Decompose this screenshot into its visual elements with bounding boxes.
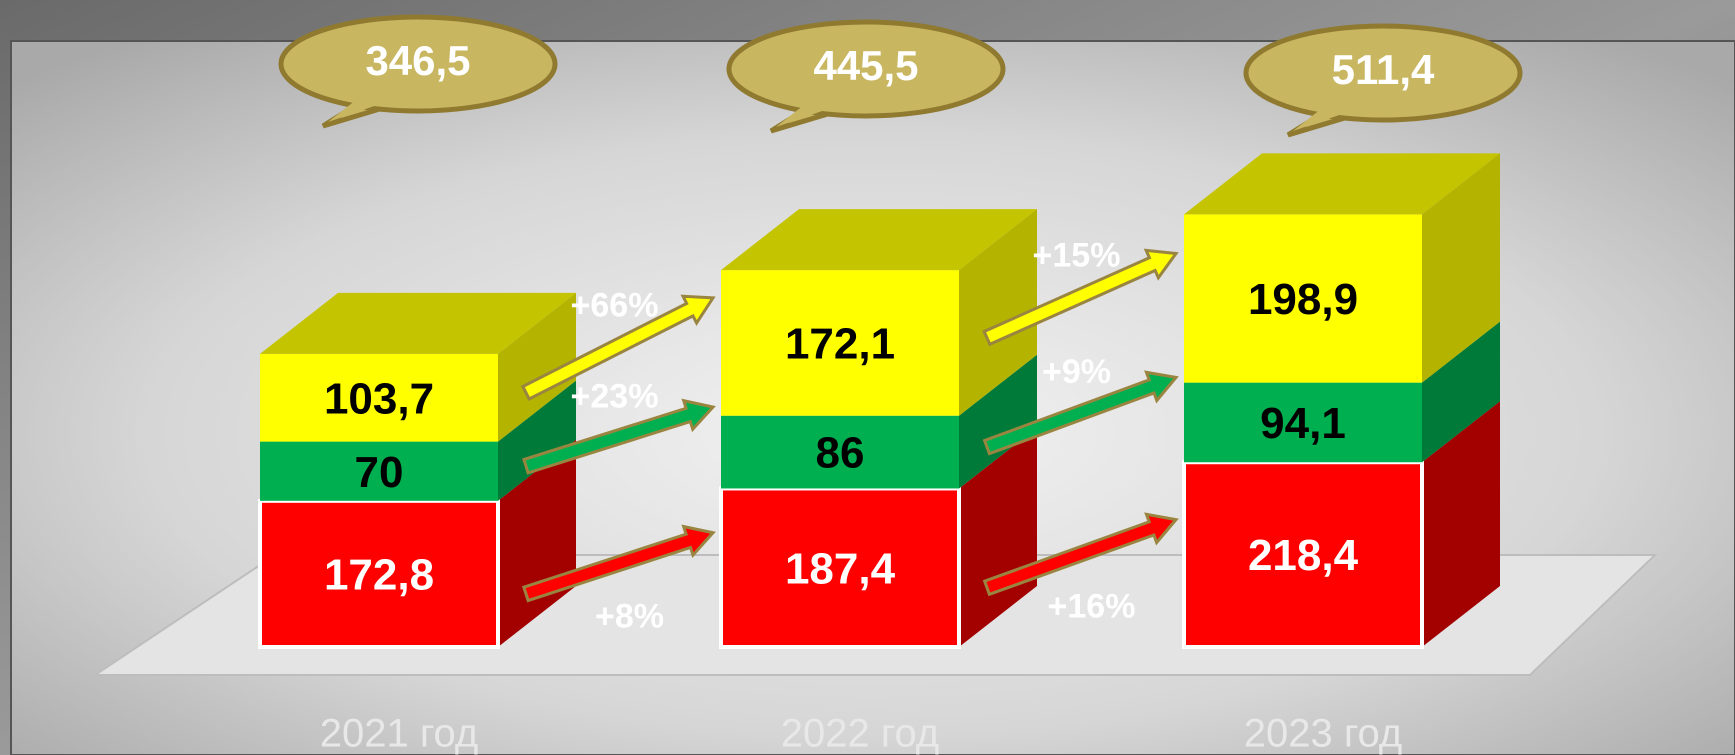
x-tick-label: 2021 год [320,712,479,755]
bar-side [1422,401,1500,647]
arrow [982,370,1179,456]
change-label: +15% [1033,237,1121,275]
bubble [1243,23,1523,123]
bar-side [498,439,576,647]
bar [258,498,500,649]
value-label: 103,7 [324,374,434,423]
arrow [982,512,1179,597]
bar-side [1422,321,1500,463]
bar-side [498,380,576,501]
bar [1184,214,1422,383]
bubble [1293,109,1345,131]
bar-side [959,209,1037,416]
bubble [278,14,558,114]
change-label: +9% [1042,353,1111,391]
value-label: 94,1 [1260,399,1346,448]
x-tick-label: 2023 год [1244,712,1403,755]
value-label: 187,4 [785,544,896,593]
change-label: +23% [571,378,659,416]
total-label: 445,5 [813,42,918,89]
x-tick-label: 2022 год [781,712,940,755]
bar-side [959,427,1037,647]
value-label: 86 [816,429,865,478]
bar-top [260,292,576,354]
value-label: 70 [355,448,404,497]
arrow [521,524,716,603]
arrow [520,294,716,401]
value-label: 218,4 [1248,531,1359,580]
value-label: 172,1 [785,320,895,369]
bubble [776,105,828,127]
bar-top [721,209,1037,271]
change-label: +8% [595,597,664,635]
bar [1182,460,1424,650]
bar [721,270,959,416]
value-label: 198,9 [1248,275,1358,324]
change-label: +16% [1048,588,1136,626]
bubble [328,100,380,122]
bar [260,441,498,501]
change-label: +66% [571,286,659,324]
arrow [522,398,716,475]
bar [721,415,959,489]
arrow [982,248,1179,347]
bar-side [959,354,1037,489]
bar-side [498,292,576,442]
bar [260,353,498,442]
total-label: 511,4 [1332,46,1435,93]
total-label: 346,5 [365,37,470,84]
value-label: 172,8 [324,551,434,600]
bubble [726,19,1006,119]
bar-top [1184,153,1500,215]
bar-side [1422,153,1500,383]
bar [1184,382,1422,463]
